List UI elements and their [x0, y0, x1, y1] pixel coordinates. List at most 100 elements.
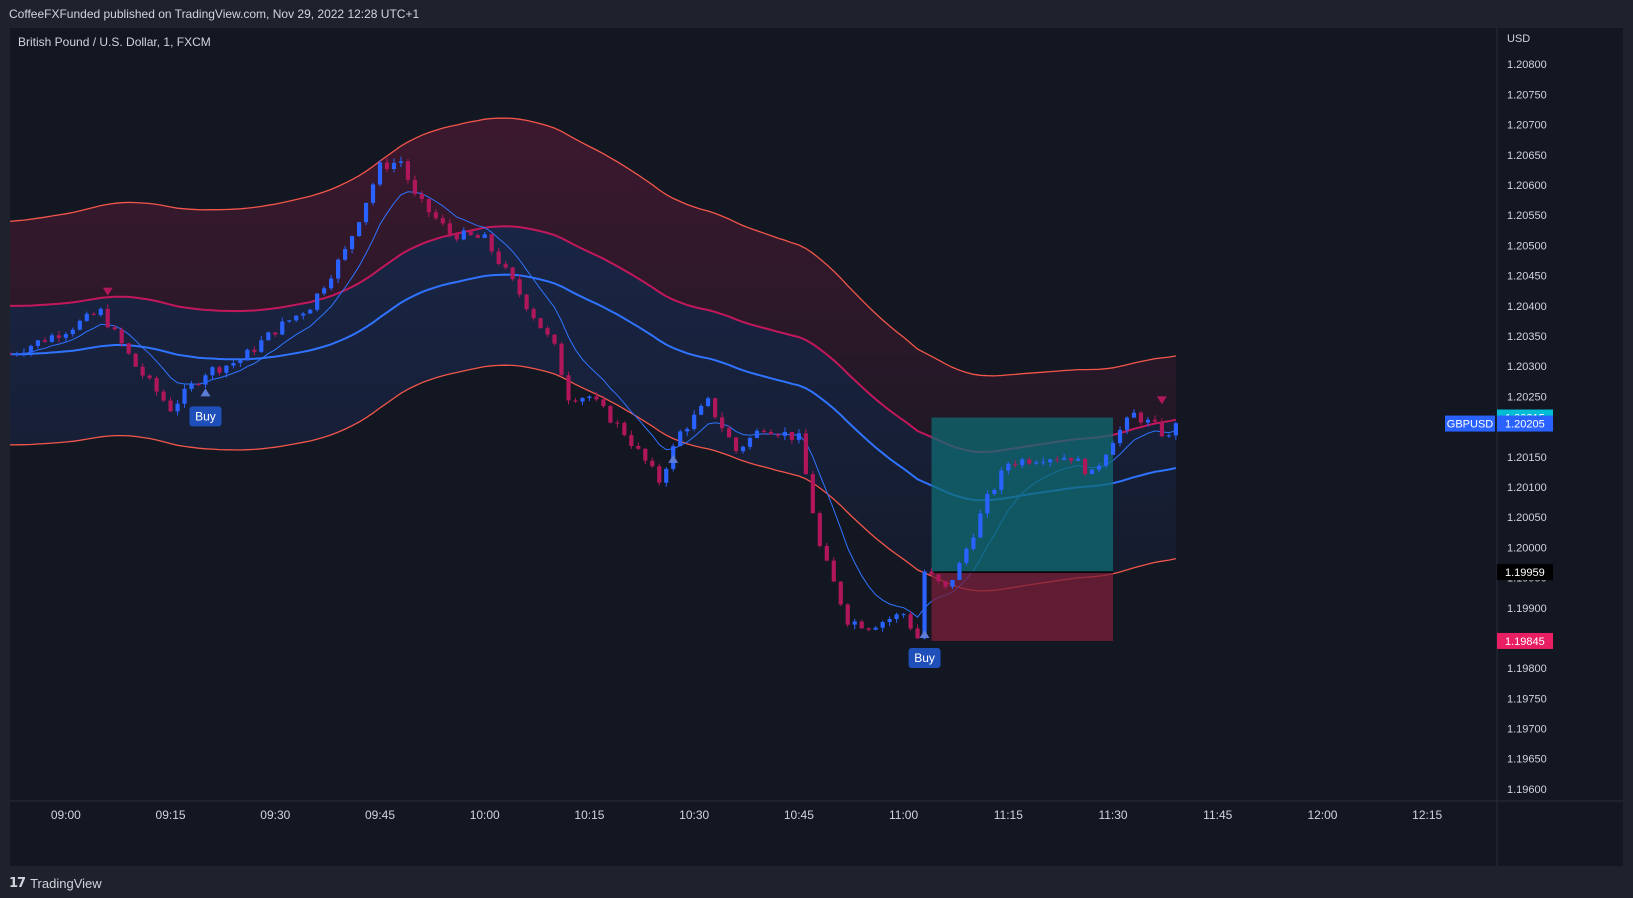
candle[interactable]: [726, 425, 732, 438]
candle[interactable]: [391, 158, 397, 173]
candle[interactable]: [971, 533, 976, 551]
candle[interactable]: [454, 232, 459, 242]
buy-signal-label[interactable]: Buy: [908, 647, 941, 668]
candle[interactable]: [636, 442, 641, 451]
candle[interactable]: [1034, 459, 1039, 465]
candle[interactable]: [1041, 457, 1046, 466]
candle[interactable]: [398, 156, 404, 168]
candle[interactable]: [901, 612, 906, 619]
candle[interactable]: [887, 616, 892, 627]
candle[interactable]: [419, 190, 424, 204]
candle[interactable]: [482, 231, 487, 239]
candle[interactable]: [985, 490, 990, 518]
candle[interactable]: [496, 247, 501, 266]
candle[interactable]: [775, 432, 781, 438]
candle[interactable]: [231, 358, 236, 369]
candle[interactable]: [266, 331, 271, 341]
candle[interactable]: [1152, 415, 1158, 423]
candle[interactable]: [943, 580, 948, 589]
candle[interactable]: [475, 233, 480, 238]
candle[interactable]: [692, 410, 697, 432]
candle[interactable]: [112, 325, 117, 331]
candle[interactable]: [440, 214, 445, 226]
candle[interactable]: [510, 266, 515, 281]
candle[interactable]: [1096, 463, 1102, 473]
candle[interactable]: [894, 612, 899, 623]
candle[interactable]: [370, 182, 376, 206]
price-chart[interactable]: Buy Buy 09:00 09:15 09:30 09:45 10:00 10:15 10:…: [10, 28, 1623, 866]
candle[interactable]: [873, 626, 878, 631]
candle[interactable]: [587, 395, 592, 402]
candle[interactable]: [259, 336, 264, 353]
candle[interactable]: [322, 285, 327, 296]
candle[interactable]: [252, 346, 257, 356]
candle[interactable]: [650, 457, 655, 468]
candle[interactable]: [559, 341, 564, 376]
candle[interactable]: [852, 618, 857, 630]
candle[interactable]: [747, 436, 753, 450]
candle[interactable]: [1089, 469, 1095, 475]
candle[interactable]: [280, 317, 285, 336]
candle[interactable]: [412, 175, 418, 197]
candle[interactable]: [629, 430, 634, 449]
candle[interactable]: [405, 158, 411, 184]
candle[interactable]: [754, 428, 760, 439]
candle[interactable]: [10, 351, 13, 356]
candle[interactable]: [922, 569, 927, 640]
candle[interactable]: [1006, 461, 1011, 475]
candle[interactable]: [245, 348, 250, 361]
candle[interactable]: [810, 471, 815, 514]
candle[interactable]: [203, 373, 208, 388]
symbol-tag[interactable]: GBPUSD: [1445, 415, 1495, 432]
candle[interactable]: [154, 376, 159, 396]
candle[interactable]: [880, 620, 885, 632]
candle[interactable]: [49, 332, 54, 343]
candle[interactable]: [824, 543, 829, 562]
entry-price-label[interactable]: 1.19959: [1497, 564, 1553, 581]
candle[interactable]: [105, 304, 110, 329]
candle[interactable]: [1083, 457, 1088, 476]
candle[interactable]: [936, 574, 941, 584]
candle[interactable]: [63, 331, 68, 343]
candle[interactable]: [468, 229, 473, 236]
candle[interactable]: [301, 312, 306, 320]
candle[interactable]: [1173, 421, 1178, 440]
candle[interactable]: [657, 463, 662, 486]
candle[interactable]: [838, 581, 843, 607]
candle[interactable]: [196, 382, 201, 387]
candle[interactable]: [733, 436, 739, 454]
candle[interactable]: [999, 467, 1004, 495]
candle[interactable]: [643, 448, 648, 465]
candle[interactable]: [1131, 409, 1137, 418]
candle[interactable]: [315, 293, 320, 312]
tradingview-logo[interactable]: 𝟭𝟳 TradingView: [9, 875, 102, 891]
candle[interactable]: [1124, 416, 1130, 435]
candle[interactable]: [70, 327, 75, 337]
candle[interactable]: [761, 428, 767, 435]
candle[interactable]: [908, 611, 913, 631]
candle[interactable]: [1020, 457, 1025, 469]
candle[interactable]: [1076, 455, 1081, 461]
candle[interactable]: [580, 396, 585, 406]
candle[interactable]: [1117, 426, 1123, 447]
candle[interactable]: [1110, 440, 1116, 456]
candle[interactable]: [238, 359, 243, 367]
candle[interactable]: [98, 307, 103, 317]
candle[interactable]: [706, 396, 711, 408]
candle[interactable]: [1048, 458, 1053, 467]
candle[interactable]: [21, 348, 27, 357]
candle[interactable]: [1055, 456, 1060, 463]
buy-signal-label[interactable]: Buy: [189, 406, 222, 427]
candle[interactable]: [866, 627, 871, 632]
candle[interactable]: [461, 227, 466, 241]
candle[interactable]: [1145, 416, 1151, 427]
candle[interactable]: [140, 363, 145, 379]
candle[interactable]: [363, 202, 369, 226]
candle[interactable]: [126, 342, 131, 355]
candle[interactable]: [384, 158, 390, 173]
candle[interactable]: [608, 405, 613, 424]
candle[interactable]: [91, 312, 96, 316]
candle[interactable]: [1103, 453, 1109, 469]
candle[interactable]: [175, 400, 180, 416]
last-price-price-label[interactable]: 1.20205: [1497, 415, 1553, 432]
